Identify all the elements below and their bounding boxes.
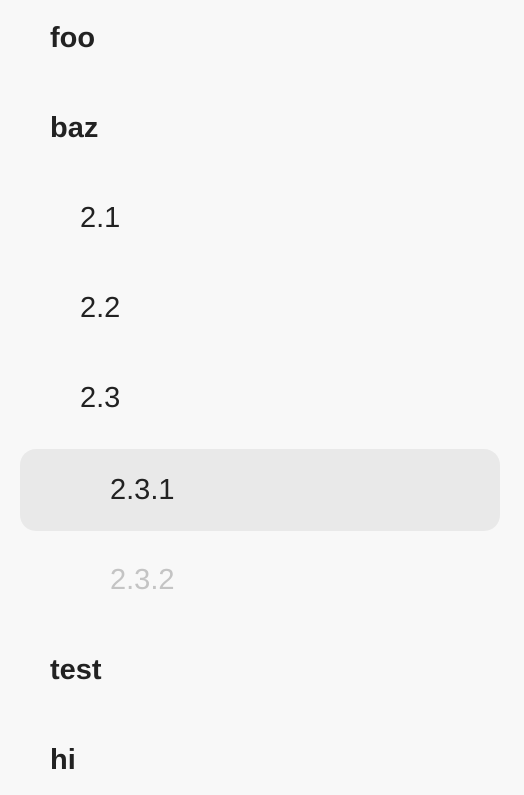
nav-item-2-3-1-selected[interactable]: 2.3.1 [20, 449, 500, 531]
nav-item-2-1[interactable]: 2.1 [20, 177, 500, 259]
nav-item-label: 2.3.1 [110, 473, 175, 506]
nav-item-label: 2.1 [80, 201, 121, 234]
nav-item-foo[interactable]: foo [20, 0, 500, 79]
nav-item-label: 2.2 [80, 291, 121, 324]
nav-item-label: 2.3 [80, 381, 121, 414]
nav-item-baz[interactable]: baz [20, 87, 500, 169]
nav-item-label: test [50, 653, 102, 686]
nav-item-2-3[interactable]: 2.3 [20, 357, 500, 439]
nav-item-2-3-2-disabled: 2.3.2 [20, 539, 500, 621]
nav-item-label: 2.3.2 [110, 563, 175, 596]
nav-item-2-2[interactable]: 2.2 [20, 267, 500, 349]
nav-item-hi[interactable]: hi [20, 719, 500, 795]
nav-item-label: baz [50, 111, 99, 144]
nav-item-label: foo [50, 21, 96, 54]
nav-item-test[interactable]: test [20, 629, 500, 711]
nav-item-label: hi [50, 743, 76, 776]
